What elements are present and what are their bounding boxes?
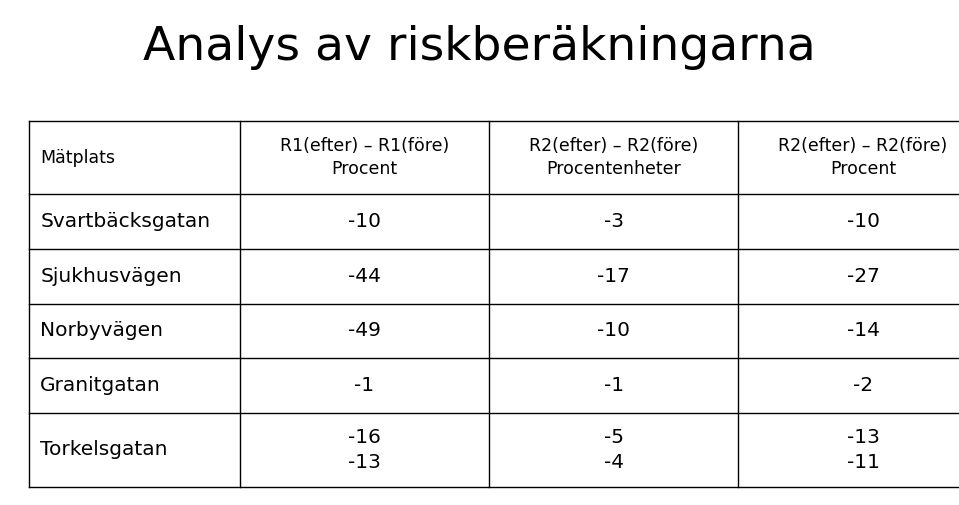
Text: -27: -27 bbox=[847, 267, 879, 286]
Text: -10: -10 bbox=[597, 321, 630, 340]
Text: Mätplats: Mätplats bbox=[40, 149, 115, 167]
Text: -10: -10 bbox=[847, 212, 879, 231]
Text: -10: -10 bbox=[348, 212, 381, 231]
Text: -3: -3 bbox=[604, 212, 623, 231]
Text: Svartbäcksgatan: Svartbäcksgatan bbox=[40, 212, 210, 231]
Text: -17: -17 bbox=[597, 267, 630, 286]
Text: Norbyvägen: Norbyvägen bbox=[40, 321, 163, 340]
Text: -1: -1 bbox=[604, 376, 623, 395]
Text: -16
-13: -16 -13 bbox=[348, 428, 381, 472]
Text: R1(efter) – R1(före)
Procent: R1(efter) – R1(före) Procent bbox=[280, 137, 449, 178]
Text: R2(efter) – R2(före)
Procentenheter: R2(efter) – R2(före) Procentenheter bbox=[529, 137, 698, 178]
Text: Analys av riskberäkningarna: Analys av riskberäkningarna bbox=[143, 25, 816, 70]
Text: R2(efter) – R2(före)
Procent: R2(efter) – R2(före) Procent bbox=[779, 137, 947, 178]
Text: -44: -44 bbox=[348, 267, 381, 286]
Text: Granitgatan: Granitgatan bbox=[40, 376, 161, 395]
Text: -14: -14 bbox=[847, 321, 879, 340]
Text: Sjukhusvägen: Sjukhusvägen bbox=[40, 267, 182, 286]
Text: -5
-4: -5 -4 bbox=[604, 428, 623, 472]
Text: -1: -1 bbox=[355, 376, 374, 395]
Text: -2: -2 bbox=[854, 376, 873, 395]
Text: -13
-11: -13 -11 bbox=[847, 428, 879, 472]
Text: -49: -49 bbox=[348, 321, 381, 340]
Text: Torkelsgatan: Torkelsgatan bbox=[40, 440, 168, 460]
